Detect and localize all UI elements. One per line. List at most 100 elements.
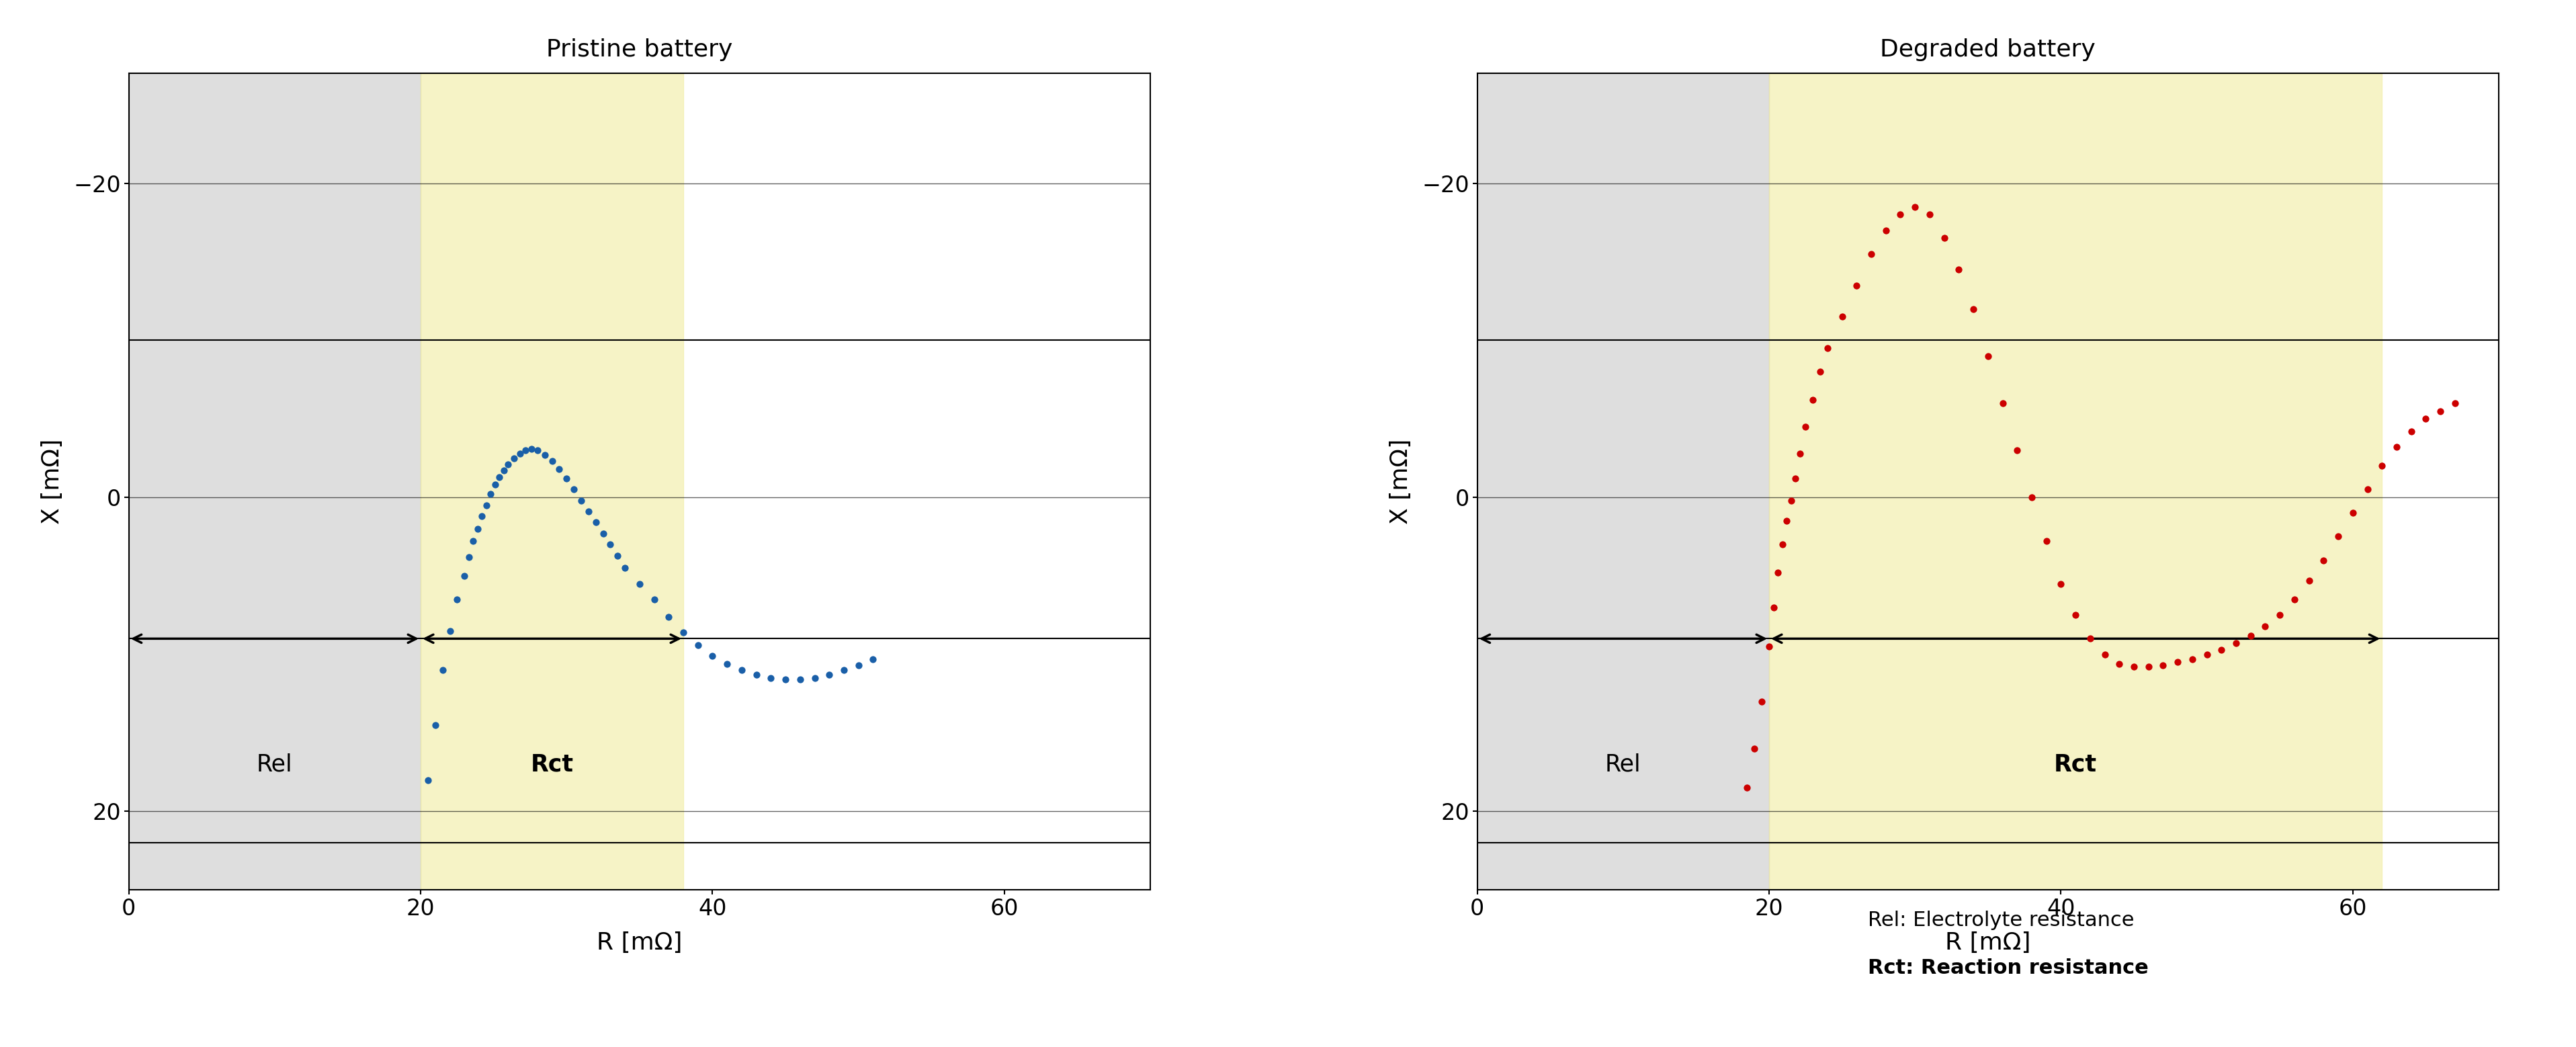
Point [605,559,647,576]
Point [430,622,471,639]
Point [2143,658,2184,674]
Point [466,496,507,513]
Point [1780,445,1821,462]
Point [435,591,477,607]
Point [1937,262,1978,279]
Point [2331,505,2372,521]
Point [1734,740,1775,757]
Point [1968,348,2009,364]
Point [495,450,536,467]
Point [1953,300,1994,317]
Point [538,461,580,477]
Point [484,463,526,480]
Point [649,608,690,625]
Point [487,456,528,473]
X-axis label: R [mΩ]: R [mΩ] [1945,931,2030,954]
Text: Rel: Electrolyte resistance: Rel: Electrolyte resistance [1868,911,2133,931]
Bar [1770,73,2383,890]
Point [1924,230,1965,247]
Point [2012,489,2053,506]
Point [634,591,675,607]
Text: Rel: Rel [1605,753,1641,776]
Point [2128,659,2169,675]
Point [510,440,551,456]
Point [2056,606,2097,623]
Point [2025,533,2066,550]
Point [693,647,734,665]
Point [567,504,608,520]
Point [1981,395,2022,411]
Point [474,476,515,493]
Point [1793,392,1834,408]
Point [2375,439,2416,455]
Point [2099,655,2141,672]
Point [1996,442,2038,459]
Point [824,662,866,678]
Point [448,549,489,565]
X-axis label: R [mΩ]: R [mΩ] [598,931,683,954]
Text: Rct: Rct [2053,753,2097,776]
Point [1749,638,1790,655]
Point [737,667,778,684]
Point [422,662,464,678]
Point [2040,576,2081,593]
Text: Rel: Rel [258,753,294,776]
Point [2187,646,2228,663]
Point [523,446,564,463]
Point [809,667,850,684]
Point [415,716,456,733]
Point [2200,641,2241,659]
Title: Pristine battery: Pristine battery [546,39,732,61]
Point [2303,552,2344,569]
Point [461,508,502,525]
Point [546,470,587,487]
Point [853,650,894,668]
Point [750,670,791,687]
Point [1893,199,1935,216]
Point [1850,246,1891,263]
Point [793,670,835,687]
Point [2434,395,2476,411]
Point [1801,363,1842,380]
Point [1865,222,1906,239]
Point [505,442,546,459]
Point [531,452,572,469]
Point [2259,606,2300,623]
Point [443,567,484,584]
Point [837,658,878,674]
Point [781,671,822,688]
Point [479,469,520,486]
Point [1762,536,1803,553]
Point [2419,403,2460,420]
Point [1752,599,1793,616]
Point [574,514,616,531]
Point [590,536,631,553]
Point [2084,646,2125,663]
Point [2406,410,2447,427]
Bar [129,73,420,890]
Point [1767,512,1808,529]
Point [2391,423,2432,440]
Point [2112,659,2154,675]
Point [1785,419,1826,436]
Point [677,637,719,653]
Point [1741,693,1783,710]
Point [407,772,448,788]
Title: Degraded battery: Degraded battery [1880,39,2097,61]
Y-axis label: X [mΩ]: X [mΩ] [1388,439,1412,525]
Text: Rct: Reaction resistance: Rct: Reaction resistance [1868,958,2148,978]
Point [1770,492,1811,509]
Point [2156,653,2197,671]
Point [1775,470,1816,487]
Point [618,576,659,593]
Point [2069,630,2110,647]
Point [2275,591,2316,607]
Point [2362,458,2403,474]
Point [456,520,497,537]
Point [1821,309,1862,326]
Point [453,533,495,550]
Y-axis label: X [mΩ]: X [mΩ] [41,439,64,525]
Point [598,547,639,563]
Point [1837,276,1878,293]
Point [2215,634,2257,651]
